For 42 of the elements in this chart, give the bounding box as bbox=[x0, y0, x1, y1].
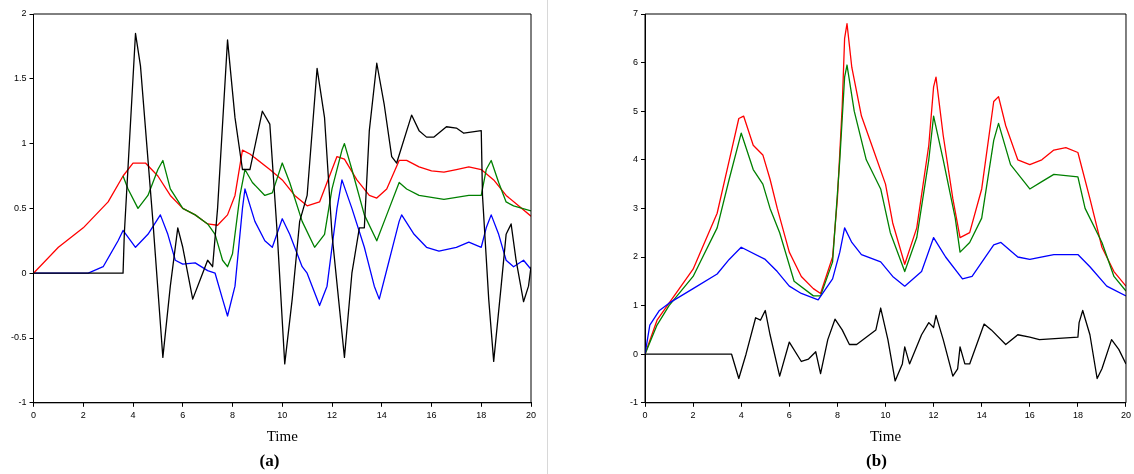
x-tick-label: 8 bbox=[834, 409, 840, 420]
x-tick-label: 6 bbox=[180, 409, 186, 420]
x-axis-title: Time bbox=[266, 427, 299, 444]
y-tick-label: 5 bbox=[632, 105, 638, 116]
text: (a) bbox=[259, 451, 280, 471]
y-tick-label: -0.5 bbox=[10, 332, 27, 343]
x-tick-label: 14 bbox=[976, 409, 987, 420]
y-tick-label: 1.5 bbox=[13, 73, 27, 84]
x-tick-label: 12 bbox=[928, 409, 939, 420]
y-tick-label: 0 bbox=[21, 267, 27, 278]
y-tick-label: -1 bbox=[629, 397, 638, 408]
x-tick-label: 14 bbox=[376, 409, 387, 420]
y-tick-label: 2 bbox=[21, 8, 27, 19]
y-tick-label: 0 bbox=[632, 348, 638, 359]
x-tick-label: 10 bbox=[880, 409, 891, 420]
x-tick-label: 16 bbox=[426, 409, 437, 420]
y-tick-label: 6 bbox=[632, 57, 638, 68]
y-tick-label: 0.5 bbox=[13, 202, 27, 213]
x-axis-title: Time bbox=[869, 427, 902, 444]
x-tick-label: 12 bbox=[327, 409, 338, 420]
y-tick-label: 4 bbox=[632, 154, 638, 165]
x-tick-label: 2 bbox=[690, 409, 696, 420]
x-tick-label: 2 bbox=[80, 409, 86, 420]
y-tick-label: 2 bbox=[632, 251, 638, 262]
y-tick-label: -1 bbox=[18, 397, 27, 408]
y-tick-label: 1 bbox=[21, 138, 27, 149]
x-tick-label: 20 bbox=[1120, 409, 1131, 420]
x-tick-label: 8 bbox=[230, 409, 236, 420]
y-tick-label: 1 bbox=[632, 300, 638, 311]
x-tick-label: 16 bbox=[1024, 409, 1035, 420]
x-tick-label: 18 bbox=[476, 409, 487, 420]
x-tick-label: 4 bbox=[738, 409, 744, 420]
x-tick-label: 6 bbox=[786, 409, 792, 420]
y-tick-label: 3 bbox=[632, 202, 638, 213]
x-tick-label: 0 bbox=[31, 409, 37, 420]
x-tick-label: 4 bbox=[130, 409, 136, 420]
x-tick-label: 20 bbox=[525, 409, 537, 420]
text: (b) bbox=[866, 451, 887, 471]
x-tick-label: 10 bbox=[277, 409, 288, 420]
x-tick-label: 0 bbox=[642, 409, 648, 420]
y-tick-label: 7 bbox=[632, 8, 638, 19]
x-tick-label: 18 bbox=[1072, 409, 1083, 420]
